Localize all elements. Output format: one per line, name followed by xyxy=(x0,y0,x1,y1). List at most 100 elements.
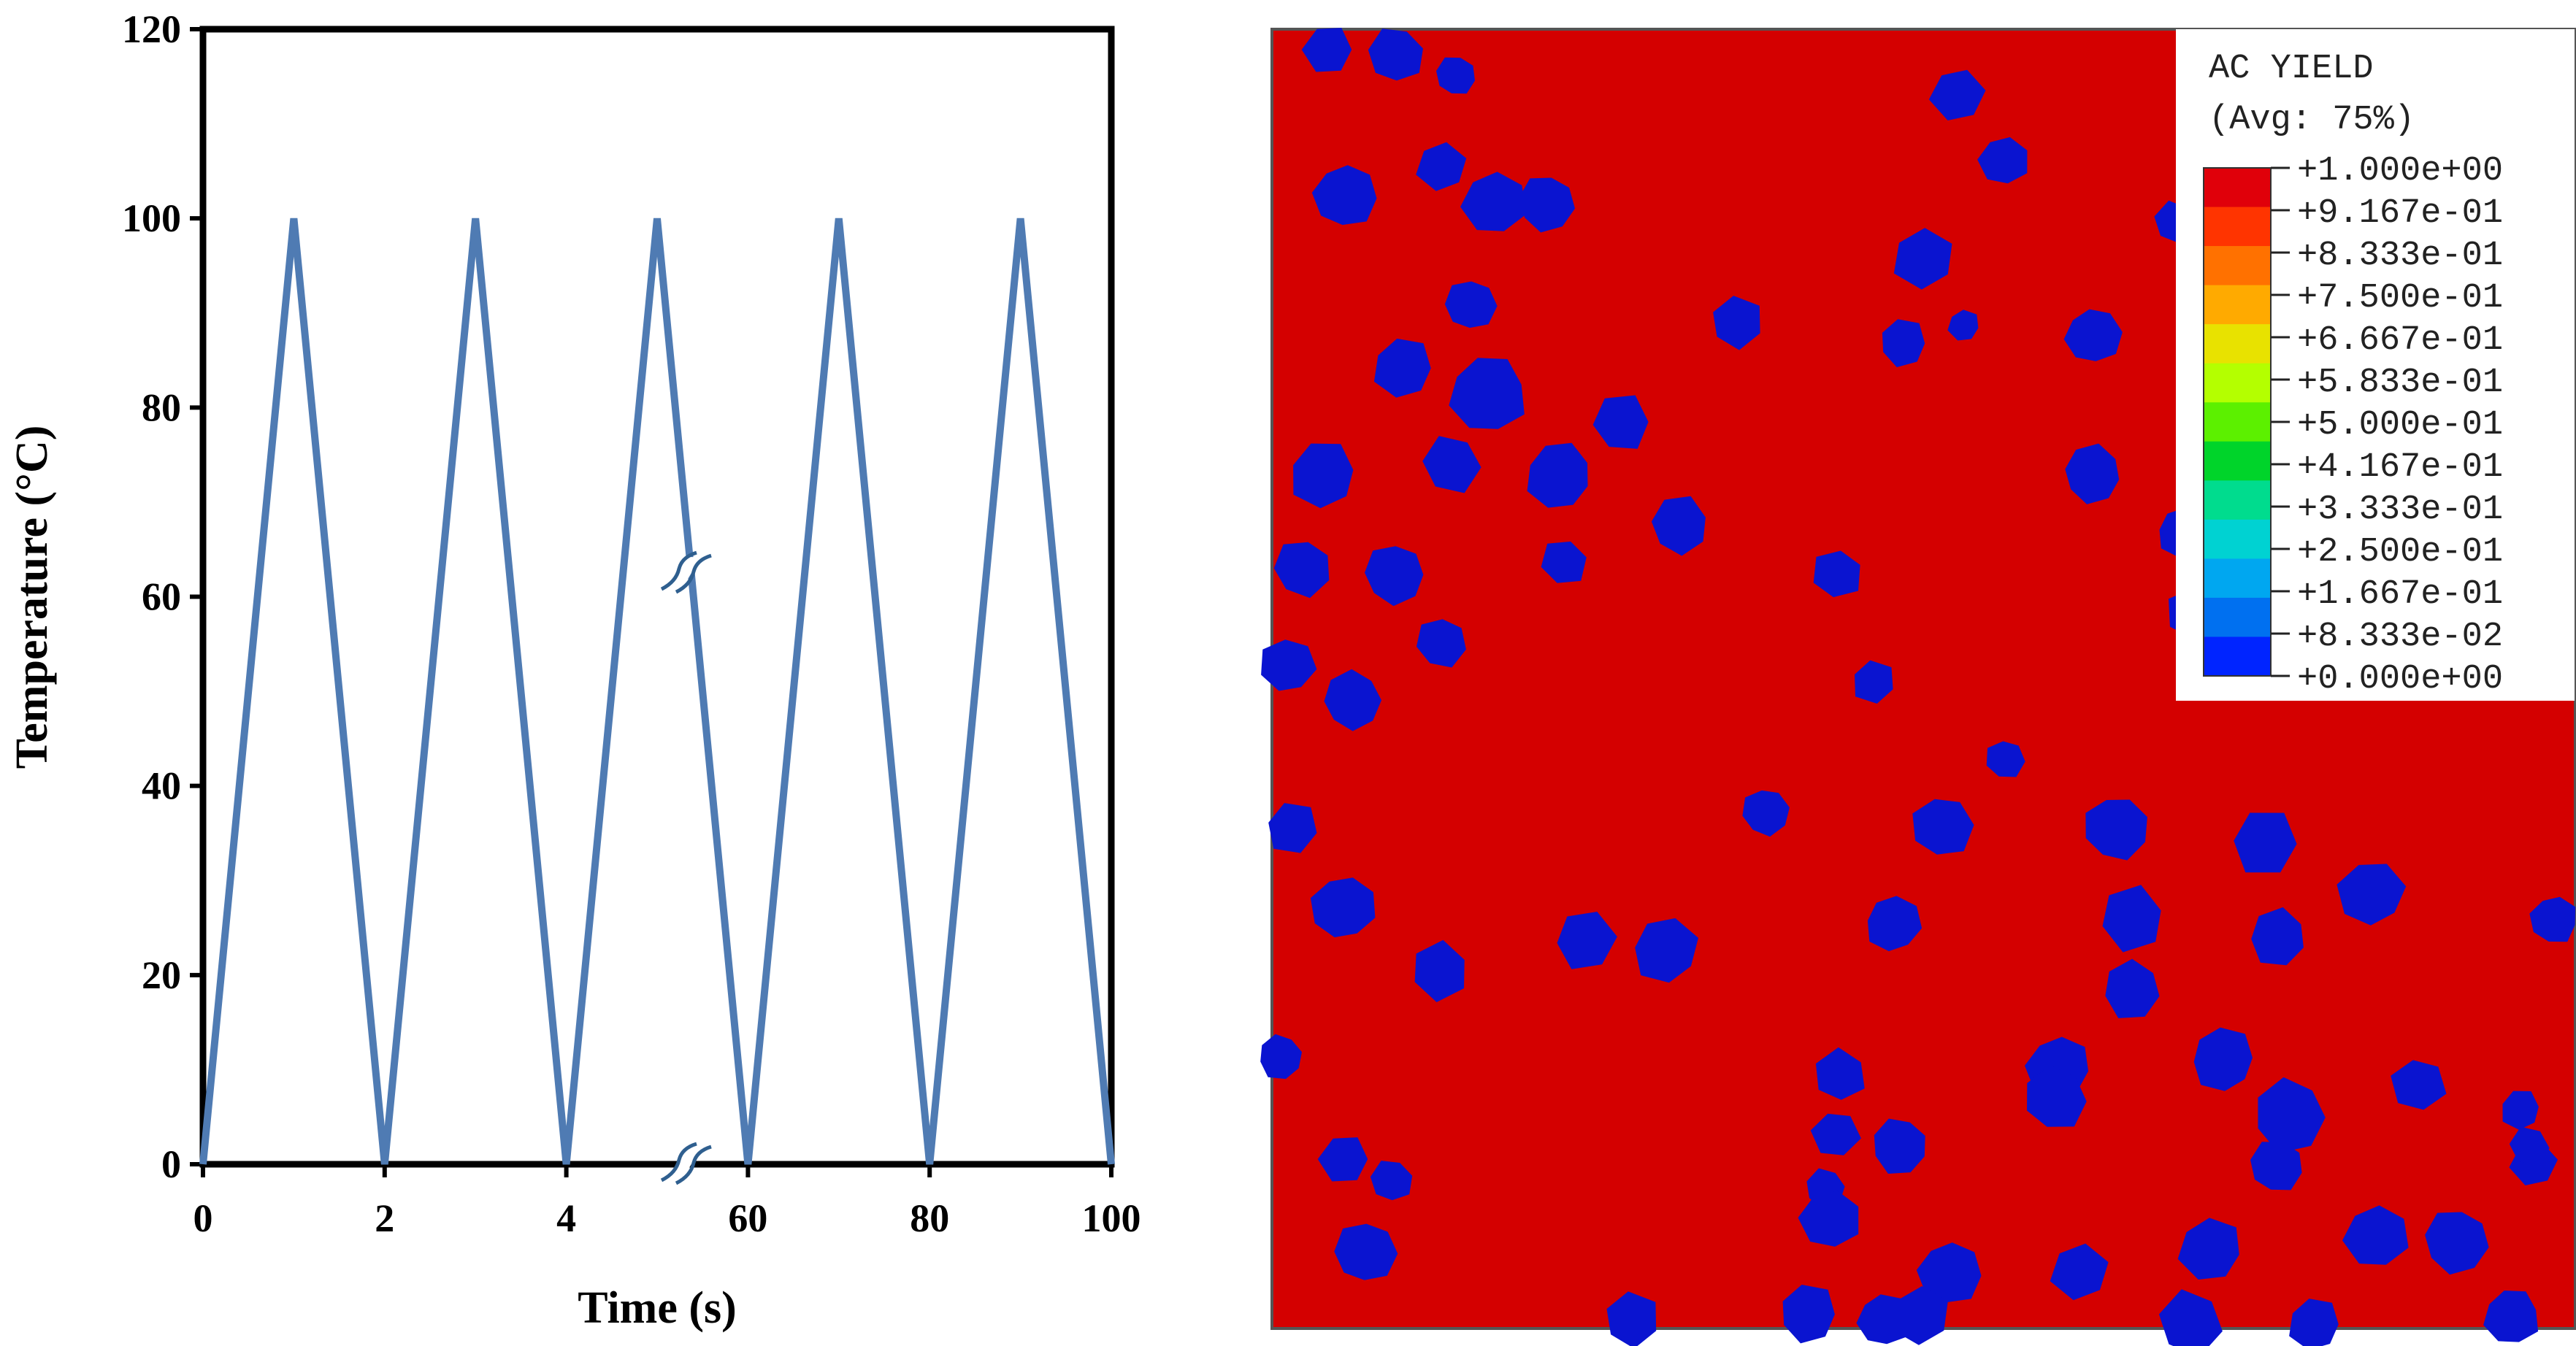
legend-band xyxy=(2204,637,2271,677)
grain xyxy=(1977,136,2028,184)
grain xyxy=(1370,1161,1413,1201)
grain xyxy=(2483,1291,2539,1342)
legend-level-label: +5.833e-01 xyxy=(2297,364,2503,402)
grain xyxy=(1606,1291,1657,1346)
axis-break-marks xyxy=(660,550,712,1185)
grain xyxy=(2337,864,2407,926)
grain xyxy=(1416,619,1466,668)
x-tick-label: 0 xyxy=(193,1196,213,1240)
plot-area-frame xyxy=(199,26,1115,1168)
grain xyxy=(1273,542,1330,599)
legend-level-label: +5.000e-01 xyxy=(2297,406,2503,445)
contour-legend: AC YIELD (Avg: 75%) +1.000e+00+9.167e-01… xyxy=(2176,29,2575,701)
legend-level-label: +8.333e-02 xyxy=(2297,618,2503,656)
y-axis-ticks: 0 20 40 60 80 100 120 xyxy=(122,7,203,1186)
x-tick-label: 60 xyxy=(728,1196,767,1240)
grain xyxy=(1928,69,1986,120)
x-tick-label: 2 xyxy=(375,1196,394,1240)
grain xyxy=(2158,1289,2223,1346)
legend-level-label: +1.667e-01 xyxy=(2297,575,2503,614)
grain xyxy=(1856,1294,1912,1345)
grain xyxy=(1782,1285,1835,1344)
grain xyxy=(1444,281,1498,328)
x-tick-label: 100 xyxy=(1082,1196,1141,1240)
y-axis-title: Temperature (°C) xyxy=(7,426,57,769)
y-tick-label: 80 xyxy=(142,385,181,429)
grain xyxy=(1449,358,1525,429)
grain xyxy=(2050,1243,2109,1301)
grain xyxy=(2177,1218,2239,1280)
grain xyxy=(1651,496,1706,556)
grain xyxy=(1527,442,1588,508)
legend-band xyxy=(2204,519,2271,559)
x-axis-title: Time (s) xyxy=(578,1283,737,1333)
x-tick-label: 4 xyxy=(556,1196,576,1240)
legend-level-label: +4.167e-01 xyxy=(2297,448,2503,487)
grain xyxy=(1635,918,1698,983)
grain xyxy=(1893,228,1952,290)
legend-level-label: +0.000e+00 xyxy=(2297,660,2503,699)
legend-band xyxy=(2204,402,2271,442)
legend-color-bands xyxy=(2203,167,2272,677)
grain xyxy=(2027,1065,2087,1127)
grain xyxy=(1557,912,1617,969)
unyielded-grains xyxy=(1260,28,2576,1346)
grain xyxy=(1324,669,1381,731)
legend-band xyxy=(2204,324,2271,364)
grain xyxy=(2234,812,2297,873)
grain xyxy=(1301,28,1352,72)
grain xyxy=(2509,1126,2550,1166)
grain xyxy=(1368,28,1423,81)
legend-band xyxy=(2204,246,2271,286)
legend-title-line1: AC YIELD xyxy=(2209,50,2374,88)
grain xyxy=(1414,939,1465,1002)
x-axis-break-mark xyxy=(660,1142,712,1185)
legend-band xyxy=(2204,207,2271,247)
y-tick-label: 20 xyxy=(142,953,181,997)
grain xyxy=(1317,1137,1368,1182)
grain xyxy=(1260,1034,1302,1080)
grain xyxy=(1436,57,1475,94)
grain xyxy=(2258,1077,2326,1153)
grain xyxy=(2251,907,2304,966)
y-tick-label: 120 xyxy=(122,7,181,51)
grain xyxy=(1416,142,1467,191)
grain xyxy=(2105,958,2160,1018)
line-break-mark xyxy=(660,550,712,594)
legend-level-label: +2.500e-01 xyxy=(2297,533,2503,572)
grain xyxy=(1947,309,1979,341)
legend-level-label: +9.167e-01 xyxy=(2297,194,2503,233)
grain xyxy=(2063,309,2123,361)
grain xyxy=(2085,799,2147,861)
y-tick-label: 60 xyxy=(142,575,181,619)
grain xyxy=(2193,1027,2253,1091)
x-axis-ticks: 0 2 4 60 80 100 xyxy=(193,1164,1141,1240)
grain xyxy=(2065,443,2120,504)
temperature-series-line xyxy=(199,218,1115,1165)
grain xyxy=(2529,896,2576,942)
grain xyxy=(1742,790,1790,837)
x-tick-label: 80 xyxy=(910,1196,949,1240)
grain xyxy=(1912,799,1974,855)
temperature-time-chart: 0 20 40 60 80 100 120 0 2 4 60 80 100 Time (s) Temp… xyxy=(7,7,1141,1333)
grain xyxy=(2342,1205,2409,1265)
grain xyxy=(2102,885,2161,953)
legend-level-label: +8.333e-01 xyxy=(2297,236,2503,275)
grain xyxy=(1867,896,1923,952)
grain xyxy=(1373,338,1431,398)
grain xyxy=(1310,877,1376,938)
grain xyxy=(1798,1191,1859,1247)
legend-level-label: +6.667e-01 xyxy=(2297,321,2503,360)
grain xyxy=(1460,172,1527,231)
grain xyxy=(1882,319,1925,368)
grain xyxy=(1422,436,1481,493)
legend-band xyxy=(2204,480,2271,520)
y-tick-label: 40 xyxy=(142,764,181,808)
legend-band xyxy=(2204,285,2271,325)
grain xyxy=(1541,541,1587,583)
legend-band xyxy=(2204,597,2271,637)
grain xyxy=(1916,1242,1982,1303)
grain xyxy=(1365,546,1424,607)
grain xyxy=(2250,1142,2302,1191)
